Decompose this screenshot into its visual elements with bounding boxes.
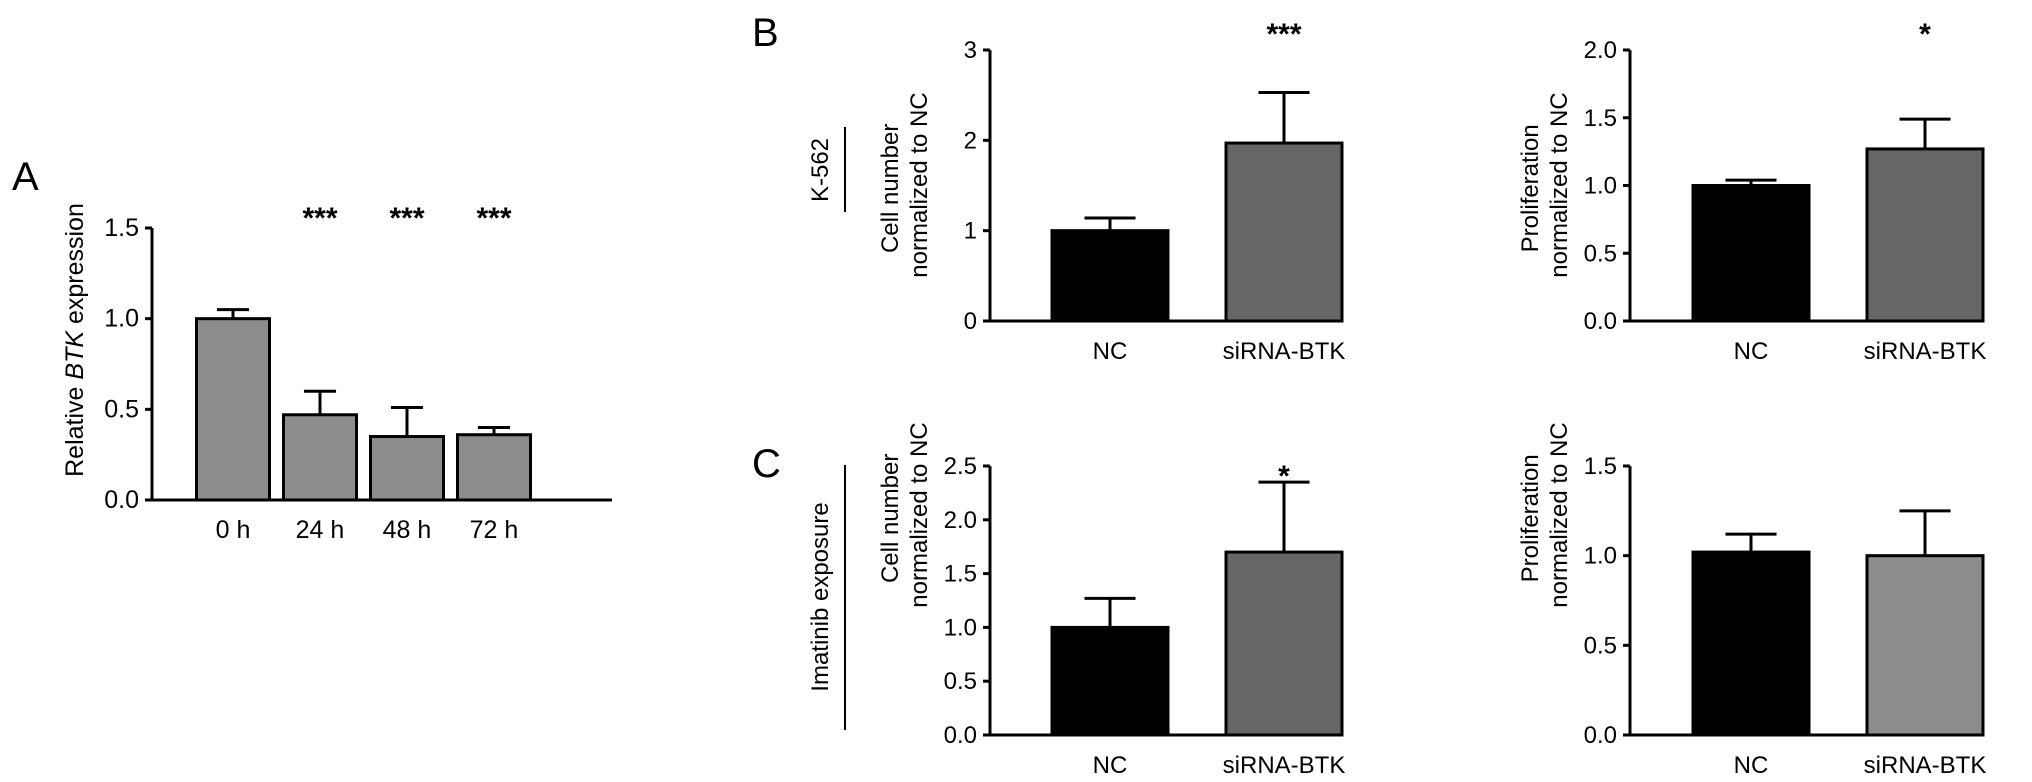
category-label: 72 h [470,516,519,544]
y-tick-label: 0.0 [944,722,977,749]
bar [1865,554,1985,737]
significance-marker: *** [389,202,424,235]
chart-c-proliferation: Proliferation normalized to NC NC siRNA-B… [1517,422,1986,779]
bar [1224,550,1344,737]
chart-a-ylabel-post: expression [61,203,89,331]
chart-a-ylabel: Relative BTK expression [61,203,89,477]
y-tick-label: 1.0 [944,614,977,641]
y-tick-label: 0 [964,308,977,335]
chart-b2-ylabel: Proliferation normalized to NC [1517,92,1573,277]
chart-b1-ylabel-line2: normalized to NC [906,92,933,277]
chart-c1-ylabel-line1: Cell number [877,454,904,583]
y-tick-label: 2.5 [944,453,977,480]
category-label: NC [1734,752,1769,779]
category-label: siRNA-BTK [1864,752,1987,779]
category-label: NC [1093,338,1128,365]
category-label: NC [1734,338,1769,365]
y-tick-label: 1.5 [104,214,139,242]
bar [1050,229,1170,323]
row-label-k562-group: K-562 [807,127,846,212]
panel-label-c: C [752,442,781,486]
y-tick-label: 0.5 [944,668,977,695]
bar [1691,550,1811,737]
chart-b2-ylabel-line2: normalized to NC [1546,92,1573,277]
significance-marker: *** [476,202,511,235]
chart-c2-ylabel-line2: normalized to NC [1546,422,1573,607]
y-tick-label: 0.5 [1584,632,1617,659]
chart-c1-ylabel: Cell number normalized to NC [877,422,933,607]
bar [195,317,271,502]
chart-b2-ylabel-line1: Proliferation [1517,124,1544,252]
y-tick-label: 3 [964,37,977,64]
chart-b1-ylabel-line1: Cell number [877,124,904,253]
category-label: siRNA-BTK [1864,338,1987,365]
row-label-k562: K-562 [807,138,834,202]
bar [456,433,532,502]
bar [1691,184,1811,323]
row-label-imatinib: Imatinib exposure [807,502,834,691]
chart-c1-ylabel-line2: normalized to NC [906,422,933,607]
y-tick-label: 1.5 [944,561,977,588]
bar [369,435,445,502]
category-label: NC [1093,752,1128,779]
panel-label-a: A [12,155,39,199]
y-tick-label: 0.0 [1584,308,1617,335]
bar [1865,147,1985,323]
chart-a-btk-expression: Relative BTK expression 0 h *** 24 h *** 48 … [61,202,612,544]
y-tick-label: 1.5 [1584,105,1617,132]
chart-b-cell-number: Cell number normalized to NC NC *** siRNA-… [877,18,1345,365]
chart-c2-ylabel: Proliferation normalized to NC [1517,422,1573,607]
y-tick-label: 0.5 [1584,240,1617,267]
category-label: 0 h [216,516,251,544]
bar [282,413,358,502]
y-tick-label: 1 [964,218,977,245]
category-label: 24 h [296,516,345,544]
panel-label-b: B [752,11,779,55]
row-label-imatinib-group: Imatinib exposure [807,465,846,730]
significance-marker: * [1919,18,1931,51]
y-tick-label: 1.5 [1584,453,1617,480]
chart-b1-ylabel: Cell number normalized to NC [877,92,933,277]
y-tick-label: 0.0 [1584,722,1617,749]
y-tick-label: 2.0 [1584,37,1617,64]
category-label: 48 h [383,516,432,544]
y-tick-label: 1.0 [1584,173,1617,200]
y-tick-label: 0.0 [104,486,139,514]
chart-a-ylabel-italic: BTK [61,330,89,380]
bar [1050,625,1170,737]
svg-text:Relative BTK expression: Relative BTK expression [61,203,89,477]
chart-c2-ylabel-line1: Proliferation [1517,454,1544,582]
y-tick-label: 2.0 [944,507,977,534]
category-label: siRNA-BTK [1223,752,1346,779]
category-label: siRNA-BTK [1223,338,1346,365]
y-tick-label: 2 [964,127,977,154]
y-tick-label: 1.0 [1584,543,1617,570]
chart-c-cell-number: Cell number normalized to NC NC * siRNA-BT… [877,422,1345,779]
chart-b-proliferation: Proliferation normalized to NC NC * siRNA-… [1517,18,1986,365]
significance-marker: * [1278,460,1290,493]
chart-a-ylabel-pre: Relative [61,380,89,477]
significance-marker: *** [302,202,337,235]
y-tick-label: 0.5 [104,395,139,423]
bar [1224,141,1344,323]
significance-marker: *** [1266,18,1301,51]
y-tick-label: 1.0 [104,305,139,333]
